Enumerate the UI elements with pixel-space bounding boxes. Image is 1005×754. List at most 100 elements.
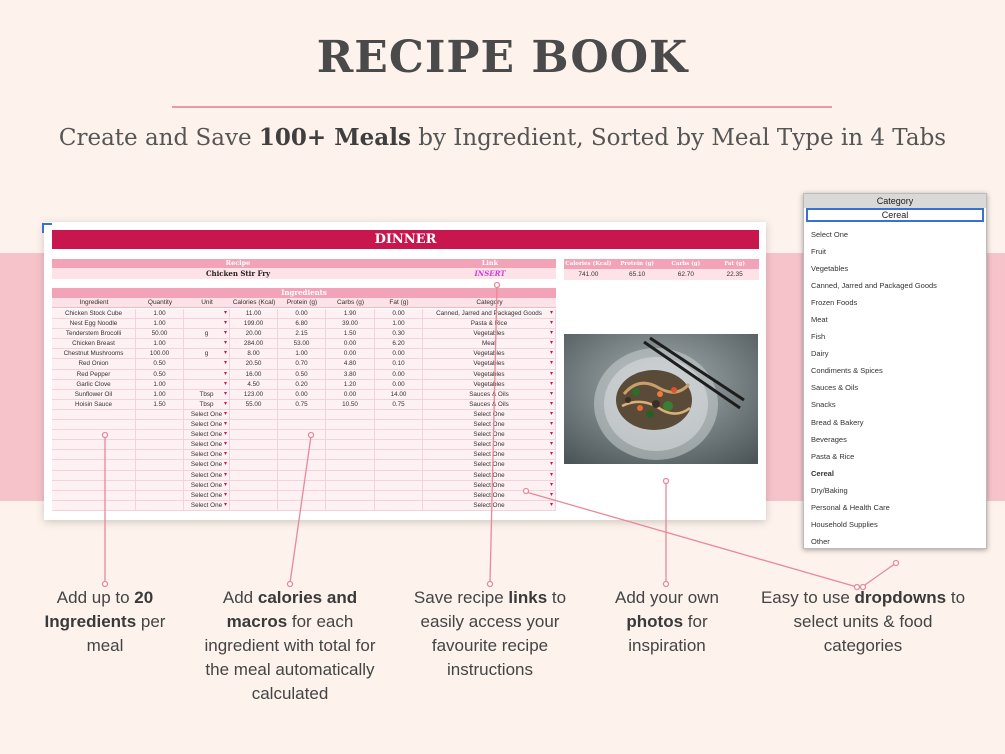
calories-cell[interactable] [230,480,278,490]
dropdown-option[interactable]: Personal & Health Care [811,502,890,512]
category-cell[interactable]: Select One [423,409,556,420]
fat-cell[interactable]: 0.75 [375,399,423,409]
protein-cell[interactable]: 1.00 [278,349,326,359]
fat-cell[interactable] [375,430,423,440]
fat-cell[interactable] [375,480,423,490]
carbs-cell[interactable] [326,500,375,510]
category-cell[interactable]: Vegetables [423,349,556,359]
calories-cell[interactable]: 55.00 [230,399,278,409]
unit-cell[interactable]: Select One [184,500,230,510]
quantity-cell[interactable] [136,409,184,420]
fat-cell[interactable] [375,409,423,420]
fat-cell[interactable] [375,460,423,470]
dropdown-option[interactable]: Canned, Jarred and Packaged Goods [811,281,937,291]
unit-cell[interactable]: Select One [184,460,230,470]
ingredient-cell[interactable]: Nest Egg Noodle [52,319,136,329]
fat-cell[interactable]: 0.10 [375,359,423,369]
quantity-cell[interactable] [136,470,184,480]
quantity-cell[interactable]: 0.50 [136,369,184,379]
category-cell[interactable]: Vegetables [423,359,556,369]
category-cell[interactable]: Canned, Jarred and Packaged Goods [423,309,556,319]
quantity-cell[interactable] [136,450,184,460]
unit-cell[interactable]: Select One [184,440,230,450]
fat-cell[interactable]: 0.30 [375,329,423,339]
dropdown-option[interactable]: Pasta & Rice [811,451,855,461]
protein-cell[interactable]: 53.00 [278,339,326,349]
calories-cell[interactable]: 16.00 [230,369,278,379]
dropdown-option[interactable]: Other [811,536,830,546]
quantity-cell[interactable] [136,490,184,500]
quantity-cell[interactable] [136,460,184,470]
carbs-cell[interactable] [326,470,375,480]
ingredient-cell[interactable] [52,480,136,490]
calories-cell[interactable] [230,500,278,510]
carbs-cell[interactable]: 4.80 [326,359,375,369]
calories-cell[interactable] [230,490,278,500]
fat-cell[interactable] [375,450,423,460]
dropdown-option[interactable]: Vegetables [811,264,849,274]
protein-cell[interactable] [278,460,326,470]
fat-cell[interactable]: 6.20 [375,339,423,349]
calories-cell[interactable]: 123.00 [230,389,278,399]
ingredient-cell[interactable]: Red Onion [52,359,136,369]
unit-cell[interactable]: Tbsp [184,389,230,399]
fat-cell[interactable] [375,490,423,500]
category-cell[interactable]: Select One [423,460,556,470]
dropdown-option[interactable]: Condiments & Spices [811,366,883,376]
protein-cell[interactable]: 0.20 [278,379,326,389]
unit-cell[interactable]: Select One [184,450,230,460]
unit-cell[interactable]: g [184,349,230,359]
ingredient-cell[interactable]: Hoisin Sauce [52,399,136,409]
calories-cell[interactable]: 4.50 [230,379,278,389]
carbs-cell[interactable]: 1.20 [326,379,375,389]
carbs-cell[interactable]: 1.50 [326,329,375,339]
quantity-cell[interactable]: 1.50 [136,399,184,409]
unit-cell[interactable] [184,339,230,349]
ingredient-cell[interactable] [52,450,136,460]
fat-cell[interactable] [375,500,423,510]
fat-cell[interactable]: 0.00 [375,379,423,389]
calories-cell[interactable] [230,440,278,450]
protein-cell[interactable] [278,409,326,420]
protein-cell[interactable] [278,450,326,460]
unit-cell[interactable]: g [184,329,230,339]
dropdown-option[interactable]: Fish [811,332,826,342]
category-cell[interactable]: Vegetables [423,379,556,389]
dropdown-option[interactable]: Fruit [811,247,826,257]
quantity-cell[interactable]: 50.00 [136,329,184,339]
quantity-cell[interactable] [136,430,184,440]
dropdown-option[interactable]: Dairy [811,349,829,359]
quantity-cell[interactable] [136,420,184,430]
dropdown-option[interactable]: Dry/Baking [811,485,848,495]
ingredient-cell[interactable]: Chicken Stock Cube [52,309,136,319]
protein-cell[interactable]: 0.00 [278,309,326,319]
unit-cell[interactable]: Tbsp [184,399,230,409]
quantity-cell[interactable]: 1.00 [136,319,184,329]
category-cell[interactable]: Select One [423,450,556,460]
category-cell[interactable]: Select One [423,420,556,430]
quantity-cell[interactable] [136,440,184,450]
ingredient-cell[interactable] [52,490,136,500]
fat-cell[interactable]: 0.00 [375,309,423,319]
carbs-cell[interactable] [326,490,375,500]
category-cell[interactable]: Select One [423,430,556,440]
protein-cell[interactable]: 0.75 [278,399,326,409]
unit-cell[interactable] [184,359,230,369]
protein-cell[interactable]: 6.80 [278,319,326,329]
calories-cell[interactable]: 8.00 [230,349,278,359]
category-cell[interactable]: Select One [423,470,556,480]
carbs-cell[interactable] [326,420,375,430]
dropdown-option[interactable]: Select One [811,230,849,239]
fat-cell[interactable]: 14.00 [375,389,423,399]
ingredient-cell[interactable] [52,460,136,470]
calories-cell[interactable]: 11.00 [230,309,278,319]
protein-cell[interactable] [278,470,326,480]
calories-cell[interactable] [230,470,278,480]
carbs-cell[interactable] [326,460,375,470]
carbs-cell[interactable] [326,480,375,490]
dropdown-option[interactable]: Meat [811,315,828,325]
unit-cell[interactable] [184,369,230,379]
quantity-cell[interactable] [136,480,184,490]
carbs-cell[interactable]: 0.00 [326,339,375,349]
fat-cell[interactable] [375,440,423,450]
